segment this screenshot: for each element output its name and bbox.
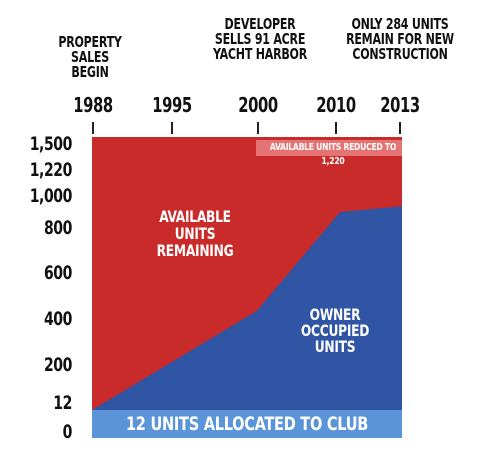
- annotation-property-sales: PROPERTY SALES BEGIN: [58, 33, 122, 81]
- label-units-reduced: AVAILABLE UNITS REDUCED TO 1,220: [269, 142, 397, 167]
- y-tick-label-1500: 1,500: [29, 133, 73, 155]
- label-available-units: AVAILABLE UNITS REMAINING: [156, 207, 234, 260]
- y-tick-label-0: 0: [62, 421, 73, 443]
- y-tick-label-1000: 1,000: [29, 185, 73, 207]
- y-tick-label-800: 800: [43, 217, 72, 239]
- y-tick-label-600: 600: [43, 262, 72, 284]
- x-tick-label-1988: 1988: [73, 93, 113, 117]
- annotation-units-remain: ONLY 284 UNITS REMAIN FOR NEW CONSTRUCTI…: [346, 15, 454, 63]
- x-tick-label-2013: 2013: [380, 93, 420, 117]
- y-tick-label-1220: 1,220: [29, 159, 73, 181]
- x-tick-1988: [92, 122, 94, 134]
- x-tick-label-2000: 2000: [238, 93, 278, 117]
- label-owner-occupied: OWNER OCCUPIED UNITS: [300, 305, 370, 356]
- area-owner-occupied: [92, 206, 402, 410]
- label-club-units: 12 UNITS ALLOCATED TO CLUB: [125, 413, 369, 435]
- x-tick-label-1995: 1995: [152, 93, 192, 117]
- x-tick-label-2010: 2010: [316, 93, 356, 117]
- y-tick-label-12: 12: [53, 392, 72, 414]
- x-tick-1995: [171, 122, 173, 134]
- reduced-label-background: [256, 140, 402, 156]
- x-tick-2010: [335, 122, 337, 134]
- x-tick-2000: [257, 122, 259, 134]
- x-tick-2013: [399, 122, 401, 134]
- y-tick-label-200: 200: [43, 354, 72, 376]
- bar-club-units: [92, 410, 402, 438]
- y-tick-label-400: 400: [43, 308, 72, 330]
- annotation-yacht-harbor: DEVELOPER SELLS 91 ACRE YACHT HARBOR: [213, 15, 307, 63]
